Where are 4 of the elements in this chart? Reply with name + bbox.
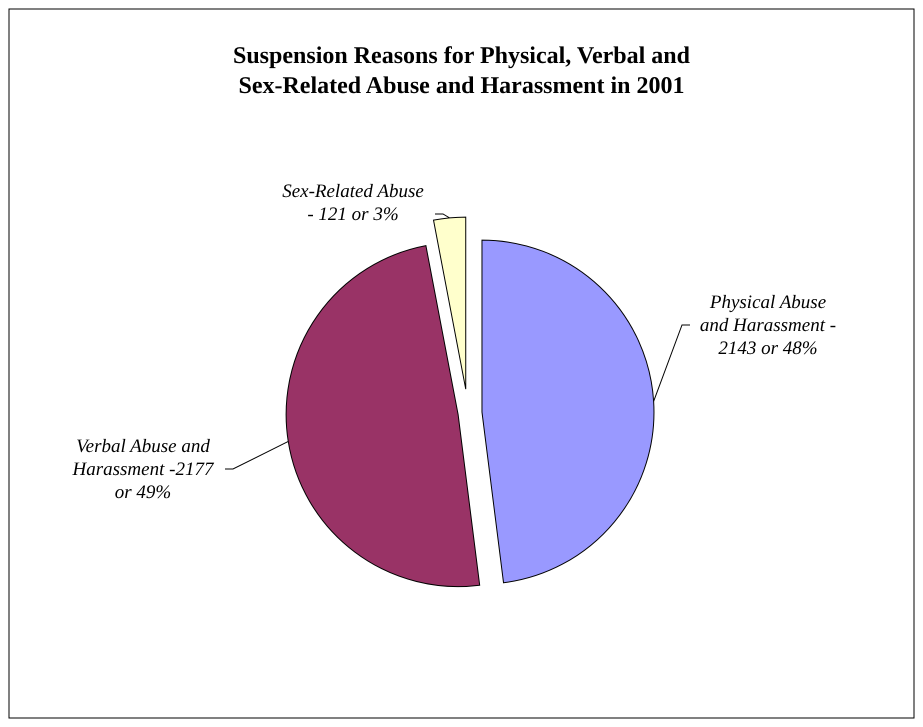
legend-label: Sex-Related Abuse - 121 or 3% [282, 181, 424, 225]
slice-label: Verbal Abuse and Harassment -2177 or 49% [72, 436, 215, 503]
slice-label: Physical Abuse and Harassment - 2143 or 48% [700, 292, 836, 359]
chart-title: Suspension Reasons for Physical, Verbal and Sex-Related Abuse and Harassment in 2001 [232, 43, 691, 99]
